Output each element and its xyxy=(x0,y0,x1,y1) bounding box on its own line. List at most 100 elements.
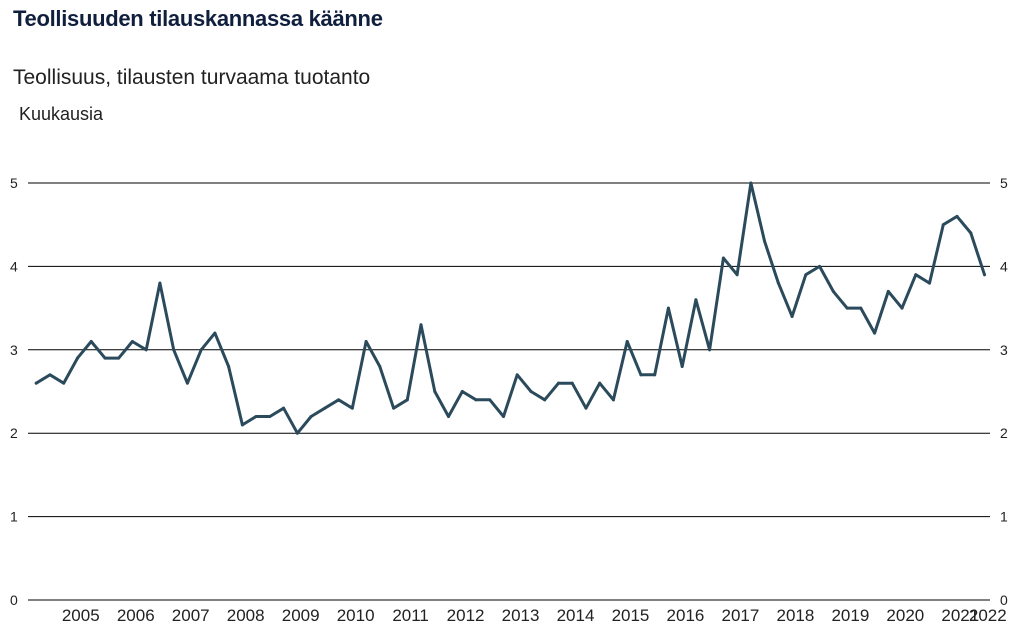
data-point xyxy=(158,281,162,285)
x-tick-label-2009: 2009 xyxy=(282,606,320,625)
data-point xyxy=(515,373,519,377)
data-point xyxy=(240,423,244,427)
data-point xyxy=(776,281,780,285)
data-point xyxy=(199,348,203,352)
data-point xyxy=(130,339,134,343)
y-tick-label-right: 2 xyxy=(1000,425,1008,441)
x-axis: 2005 2006 2007 2008 2009 2010 2011 2012 2013 2014… xyxy=(62,606,1007,625)
data-point xyxy=(433,390,437,393)
data-point xyxy=(103,356,107,360)
data-point xyxy=(790,314,794,318)
x-tick-label-2011: 2011 xyxy=(392,606,429,625)
x-tick-label-2022: 2022 xyxy=(969,606,1007,625)
data-point xyxy=(488,398,492,402)
data-point xyxy=(611,398,615,402)
data-point xyxy=(419,323,423,327)
y-tick-label-right: 5 xyxy=(1000,175,1008,191)
chart-subtitle: Teollisuus, tilausten turvaama tuotanto xyxy=(13,66,371,89)
x-tick-label-2021: 2021 xyxy=(941,606,979,625)
data-point xyxy=(460,390,464,393)
data-point xyxy=(295,431,299,435)
data-point xyxy=(886,289,890,293)
x-tick-label-2006: 2006 xyxy=(117,606,155,625)
x-tick-label-2005: 2005 xyxy=(62,606,100,625)
data-point xyxy=(34,381,38,385)
data-point xyxy=(323,406,327,410)
data-point xyxy=(502,415,506,419)
data-point xyxy=(625,339,629,343)
data-point xyxy=(928,281,932,285)
x-tick-label-2012: 2012 xyxy=(447,606,485,625)
data-point xyxy=(309,415,313,419)
data-point xyxy=(680,364,684,368)
data-point xyxy=(48,373,52,377)
y-tick-label-right: 4 xyxy=(1000,258,1008,274)
data-point xyxy=(735,273,739,277)
data-point xyxy=(804,273,808,277)
y-tick-label-right: 3 xyxy=(1000,342,1008,358)
data-point xyxy=(666,306,670,310)
data-point xyxy=(227,364,231,368)
data-point xyxy=(639,373,643,377)
data-point xyxy=(89,339,93,343)
data-point xyxy=(570,381,574,385)
y-tick-label-right: 0 xyxy=(1000,592,1008,608)
data-point xyxy=(364,339,368,343)
data-point xyxy=(185,381,189,385)
data-point xyxy=(392,406,396,410)
y-tick-label-left: 3 xyxy=(10,342,18,358)
x-tick-label-2017: 2017 xyxy=(722,606,760,625)
y-axis-unit-label: Kuukausia xyxy=(19,104,104,124)
data-point xyxy=(144,348,148,352)
x-tick-label-2010: 2010 xyxy=(337,606,375,625)
x-tick-label-2007: 2007 xyxy=(172,606,210,625)
data-point xyxy=(955,214,959,218)
data-point xyxy=(529,390,533,393)
series-points xyxy=(34,181,987,435)
data-point xyxy=(708,348,712,352)
data-point xyxy=(873,331,877,335)
y-tick-label-right: 1 xyxy=(1000,509,1008,525)
data-point xyxy=(941,223,945,227)
data-point xyxy=(763,239,767,243)
data-point xyxy=(584,406,588,410)
data-point xyxy=(254,415,258,419)
data-point xyxy=(818,264,822,268)
data-point xyxy=(62,381,66,385)
y-axis-left: 0 1 2 3 4 5 xyxy=(10,175,18,608)
data-point xyxy=(405,398,409,402)
data-point xyxy=(845,306,849,310)
data-point xyxy=(268,415,272,419)
data-point xyxy=(117,356,121,360)
data-point xyxy=(474,398,478,402)
x-tick-label-2013: 2013 xyxy=(502,606,540,625)
series-line xyxy=(34,181,986,435)
x-tick-label-2016: 2016 xyxy=(667,606,705,625)
data-point xyxy=(172,348,176,352)
data-point xyxy=(831,289,835,293)
data-point xyxy=(969,231,973,235)
data-point xyxy=(378,364,382,368)
y-tick-label-left: 2 xyxy=(10,425,18,441)
data-point xyxy=(749,181,753,185)
x-tick-label-2018: 2018 xyxy=(776,606,814,625)
data-point xyxy=(900,306,904,310)
data-point xyxy=(983,273,987,277)
x-tick-label-2008: 2008 xyxy=(227,606,265,625)
data-point xyxy=(556,381,560,385)
chart-title: Teollisuuden tilauskannassa käänne xyxy=(13,6,383,31)
x-tick-label-2020: 2020 xyxy=(886,606,924,625)
y-tick-label-left: 5 xyxy=(10,175,18,191)
data-point xyxy=(447,415,451,419)
data-point xyxy=(653,373,657,377)
x-tick-label-2014: 2014 xyxy=(557,606,595,625)
x-tick-label-2015: 2015 xyxy=(612,606,650,625)
y-tick-label-left: 0 xyxy=(10,592,18,608)
data-point xyxy=(337,398,341,402)
data-point xyxy=(75,356,79,360)
data-point xyxy=(543,398,547,402)
x-tick-label-2019: 2019 xyxy=(831,606,869,625)
data-point xyxy=(859,306,863,310)
y-axis-right: 0 1 2 3 4 5 xyxy=(1000,175,1008,608)
